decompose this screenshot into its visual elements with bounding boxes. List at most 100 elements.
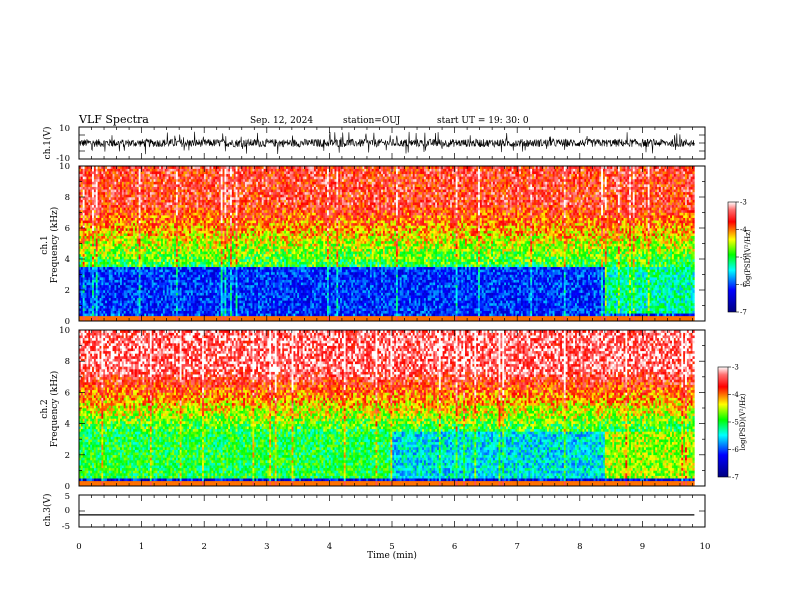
spectrogram-cell [113, 285, 115, 288]
spectrogram-cell [131, 293, 133, 296]
spectrogram-cell [129, 285, 131, 288]
spectrogram-cell [107, 293, 109, 296]
spectrogram-cell [139, 285, 141, 288]
spectrogram-cell [161, 205, 163, 208]
spectrogram-cell [152, 303, 154, 306]
spectrogram-cell [129, 316, 131, 319]
spectrogram-cell [139, 223, 141, 226]
spectrogram-cell [133, 225, 135, 228]
spectrogram-cell [161, 233, 163, 236]
spectrogram-cell [152, 225, 154, 228]
spectrogram-cell [185, 228, 187, 231]
spectrogram-cell [185, 287, 187, 290]
spectrogram-cell [185, 300, 187, 303]
spectrogram-cell [155, 228, 157, 231]
spectrogram-cell [92, 275, 94, 278]
spectrogram-cell [120, 228, 122, 231]
spectrogram-cell [169, 213, 171, 216]
spectrogram-cell [180, 202, 182, 205]
spectrogram-cell [124, 179, 126, 182]
spectrogram-cell [183, 187, 185, 190]
spectrogram-cell [81, 184, 83, 187]
spectrogram-cell [152, 254, 154, 257]
spectrogram-cell [139, 262, 141, 265]
spectrogram-cell [100, 290, 102, 293]
spectrogram-cell [198, 228, 200, 231]
spectrogram-cell [174, 282, 176, 285]
spectrogram-cell [120, 303, 122, 306]
spectrogram-cell [193, 308, 195, 311]
spectrogram-cell [144, 189, 146, 192]
spectrogram-cell [170, 197, 172, 200]
spectrogram-cell [178, 262, 180, 265]
spectrogram-cell [189, 192, 191, 195]
spectrogram-cell [183, 244, 185, 247]
spectrogram-cell [101, 184, 103, 187]
spectrogram-cell [96, 303, 98, 306]
spectrogram-cell [154, 225, 156, 228]
spectrogram-cell [169, 189, 171, 192]
spectrogram-cell [135, 254, 137, 257]
spectrogram-cell [155, 210, 157, 213]
spectrogram-cell [107, 269, 109, 272]
spectrogram-cell [180, 176, 182, 179]
spectrogram-cell [111, 197, 113, 200]
spectrogram-cell [142, 264, 144, 267]
spectrogram-cell [120, 275, 122, 278]
spectrogram-cell [107, 171, 109, 174]
spectrogram-cell [116, 306, 118, 309]
spectrogram-cell [129, 236, 131, 239]
spectrogram-cell [113, 228, 115, 231]
spectrogram-cell [159, 197, 161, 200]
spectrogram-cell [133, 192, 135, 195]
spectrogram-cell [137, 194, 139, 197]
spectrogram-cell [191, 202, 193, 205]
spectrogram-cell [133, 262, 135, 265]
spectrogram-cell [157, 267, 159, 270]
spectrogram-cell [146, 189, 148, 192]
spectrogram-cell [90, 293, 92, 296]
spectrogram-cell [124, 171, 126, 174]
spectrogram-cell [98, 300, 100, 303]
spectrogram-cell [116, 244, 118, 247]
spectrogram-cell [183, 238, 185, 241]
spectrogram-cell [139, 241, 141, 244]
spectrogram-cell [167, 223, 169, 226]
spectrogram-cell [159, 218, 161, 221]
spectrogram-cell [195, 223, 197, 226]
spectrogram-cell [139, 215, 141, 218]
spectrogram-cell [150, 179, 152, 182]
spectrogram-cell [142, 210, 144, 213]
spectrogram-cell [81, 218, 83, 221]
spectrogram-cell [116, 215, 118, 218]
spectrogram-cell [109, 249, 111, 252]
spectrogram-cell [161, 311, 163, 314]
spectrogram-cell [193, 169, 195, 172]
spectrogram-cell [137, 251, 139, 254]
spectrogram-cell [107, 264, 109, 267]
spectrogram-cell [139, 194, 141, 197]
spectrogram-cell [189, 233, 191, 236]
spectrogram-cell [165, 285, 167, 288]
spectrogram-cell [159, 290, 161, 293]
spectrogram-cell [187, 223, 189, 226]
spectrogram-cell [103, 251, 105, 254]
spectrogram-cell [174, 298, 176, 301]
spectrogram-cell [180, 267, 182, 270]
spectrogram-cell [90, 169, 92, 172]
spectrogram-cell [182, 254, 184, 257]
spectrogram-cell [196, 241, 198, 244]
spectrogram-cell [185, 295, 187, 298]
spectrogram-cell [98, 182, 100, 185]
spectrogram-cell [172, 176, 174, 179]
spectrogram-cell [127, 228, 129, 231]
spectrogram-cell [96, 200, 98, 203]
spectrogram-cell [150, 233, 152, 236]
spectrogram-cell [161, 231, 163, 234]
spectrogram-cell [141, 303, 143, 306]
spectrogram-cell [127, 267, 129, 270]
spectrogram-cell [170, 313, 172, 316]
spectrogram-cell [161, 218, 163, 221]
spectrogram-cell [127, 187, 129, 190]
spectrogram-cell [195, 298, 197, 301]
